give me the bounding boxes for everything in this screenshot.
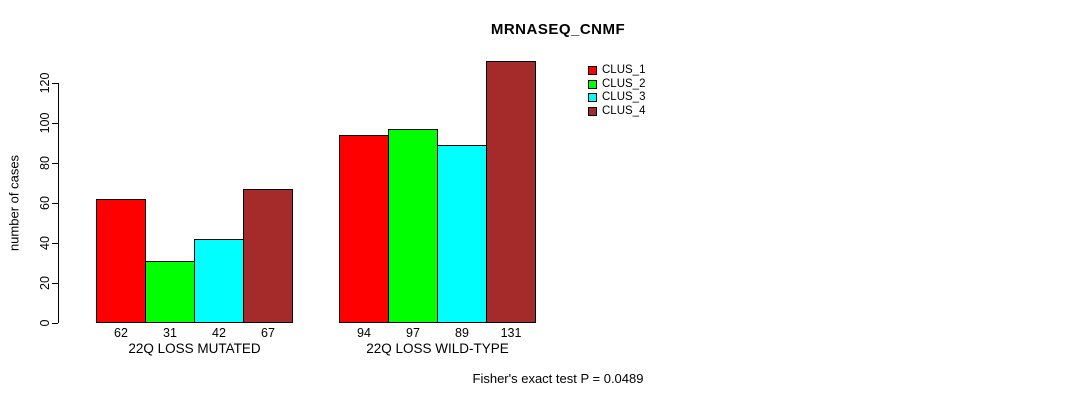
- y-axis-tick-label: 80: [38, 156, 52, 170]
- legend-swatch: [588, 79, 597, 89]
- group-label: 22Q LOSS WILD-TYPE: [366, 341, 509, 356]
- bar-clus_2-group1: [145, 261, 195, 323]
- bar-clus_2-group2: [388, 129, 438, 323]
- bar-value-label: 131: [500, 326, 522, 340]
- legend-label: CLUS_2: [602, 77, 646, 90]
- bar-clus_1-group1: [96, 199, 146, 323]
- y-axis-title: number of cases: [6, 154, 22, 252]
- y-axis-tick-label: 20: [38, 276, 52, 290]
- y-axis-tick: [52, 83, 58, 84]
- footer-stat: Fisher's exact test P = 0.0489: [472, 371, 644, 386]
- y-axis-tick-label: 60: [38, 196, 52, 210]
- y-axis-line: [58, 83, 59, 323]
- chart-title: MRNASEQ_CNMF: [490, 21, 626, 38]
- legend-label: CLUS_1: [602, 64, 646, 76]
- y-axis-tick: [52, 283, 58, 284]
- y-axis-tick: [52, 123, 58, 124]
- legend-swatch: [588, 66, 597, 76]
- legend-item: CLUS_1: [588, 64, 645, 78]
- bar-clus_3-group1: [194, 239, 244, 323]
- group-label: 22Q LOSS MUTATED: [128, 341, 261, 356]
- bar-value-label: 62: [114, 326, 128, 340]
- y-axis-tick: [52, 203, 58, 204]
- y-axis-tick-label: 100: [38, 112, 52, 134]
- bar-clus_4-group2: [486, 61, 536, 323]
- legend-label: CLUS_4: [602, 104, 646, 117]
- bar-value-label: 31: [163, 326, 177, 340]
- bar-clus_4-group1: [243, 189, 293, 323]
- bar-value-label: 94: [357, 326, 371, 340]
- legend-swatch: [588, 93, 597, 103]
- y-axis-tick: [52, 163, 58, 164]
- bar-value-label: 42: [212, 326, 226, 340]
- y-axis-tick: [52, 323, 58, 324]
- legend: CLUS_1 CLUS_2 CLUS_3 CLUS_4: [588, 64, 645, 118]
- bar-value-label: 67: [261, 326, 275, 340]
- bar-value-label: 89: [455, 326, 469, 340]
- legend-label: CLUS_3: [602, 91, 646, 103]
- legend-swatch: [588, 106, 597, 116]
- bar-clus_1-group2: [339, 135, 389, 323]
- y-axis-tick: [52, 243, 58, 244]
- y-axis-tick-label: 40: [38, 236, 52, 250]
- legend-item: CLUS_2: [588, 78, 645, 92]
- y-axis-tick-label: 0: [38, 319, 52, 327]
- bar-clus_3-group2: [437, 145, 487, 323]
- y-axis-tick-label: 120: [38, 72, 52, 94]
- legend-item: CLUS_3: [588, 91, 645, 105]
- bar-value-label: 97: [406, 326, 420, 340]
- legend-item: CLUS_4: [588, 105, 645, 119]
